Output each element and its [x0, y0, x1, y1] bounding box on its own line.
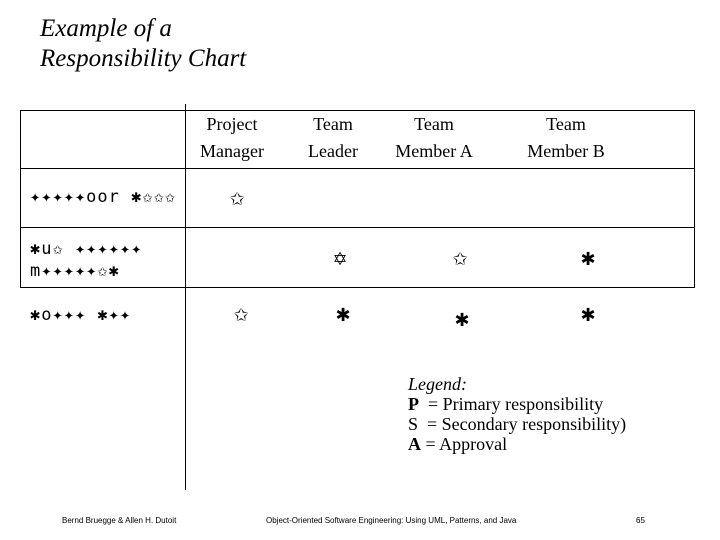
legend: Legend: P = Primary responsibility S = S…	[408, 374, 626, 454]
cell-r2-team-member-a: ✩	[452, 249, 468, 270]
row-label-line: ✱o✦✦✦ ✱✦✦	[30, 305, 132, 325]
cell-r3-team-member-a: ✱	[454, 310, 470, 331]
column-header-line: Member B	[527, 141, 605, 161]
legend-key: A	[408, 434, 421, 454]
footer-book-title: Object-Oriented Software Engineering: Us…	[266, 516, 517, 525]
column-header-line: Member A	[395, 141, 473, 161]
column-header-line: Team	[546, 114, 586, 134]
column-header-line: Team	[414, 114, 454, 134]
cell-r3-team-leader: ✱	[335, 305, 351, 326]
column-header-line: Manager	[200, 141, 264, 161]
cell-r1-project-manager: ✩	[229, 189, 245, 210]
row-label-3: ✱o✦✦✦ ✱✦✦	[30, 304, 131, 326]
column-header-line: Project	[206, 114, 258, 134]
label-column-divider	[185, 104, 186, 490]
legend-key: P	[408, 394, 419, 414]
column-header-project-manager: Project Manager	[192, 111, 272, 165]
column-header-team-member-b: Team Member B	[512, 111, 620, 165]
cell-r2-team-leader: ✡	[332, 249, 348, 270]
row-label-line: ✱u✩ ✦✦✦✦✦✦	[30, 239, 143, 259]
row-divider-1	[20, 227, 695, 228]
legend-text: = Approval	[425, 434, 508, 454]
title-line-1: Example of a	[40, 15, 172, 42]
grid-right-border	[694, 110, 695, 287]
column-header-line: Leader	[308, 141, 358, 161]
title-line-2: Responsibility Chart	[40, 45, 247, 72]
row-label-line: m✦✦✦✦✦✩✱	[30, 261, 120, 281]
legend-text: = Primary responsibility	[428, 394, 604, 414]
legend-key: S	[408, 414, 419, 434]
row-label-2: ✱u✩ ✦✦✦✦✦✦ m✦✦✦✦✦✩✱	[30, 238, 142, 282]
footer-authors: Bernd Bruegge & Allen H. Dutoit	[62, 516, 177, 525]
cell-r2-team-member-b: ✱	[580, 249, 596, 270]
header-row-divider	[20, 168, 695, 169]
cell-r3-team-member-b: ✱	[580, 305, 596, 326]
row-divider-2	[20, 287, 695, 288]
footer-page-number: 65	[636, 516, 645, 525]
slide-title: Example of a Responsibility Chart	[40, 14, 246, 74]
column-header-team-leader: Team Leader	[298, 111, 368, 165]
grid-left-border	[20, 110, 21, 287]
legend-item-secondary: S = Secondary responsibility)	[408, 414, 626, 434]
legend-title: Legend:	[408, 374, 467, 394]
row-label-line: ✦✦✦✦✦oor ✱✩✩✩	[30, 187, 177, 207]
column-header-line: Team	[313, 114, 353, 134]
cell-r3-project-manager: ✩	[233, 305, 249, 326]
grid-top-border	[20, 110, 695, 111]
legend-item-approval: A = Approval	[408, 434, 626, 454]
column-header-team-member-a: Team Member A	[386, 111, 482, 165]
row-label-1: ✦✦✦✦✦oor ✱✩✩✩	[30, 186, 176, 208]
legend-text: = Secondary responsibility)	[427, 414, 627, 434]
legend-item-primary: P = Primary responsibility	[408, 394, 626, 414]
